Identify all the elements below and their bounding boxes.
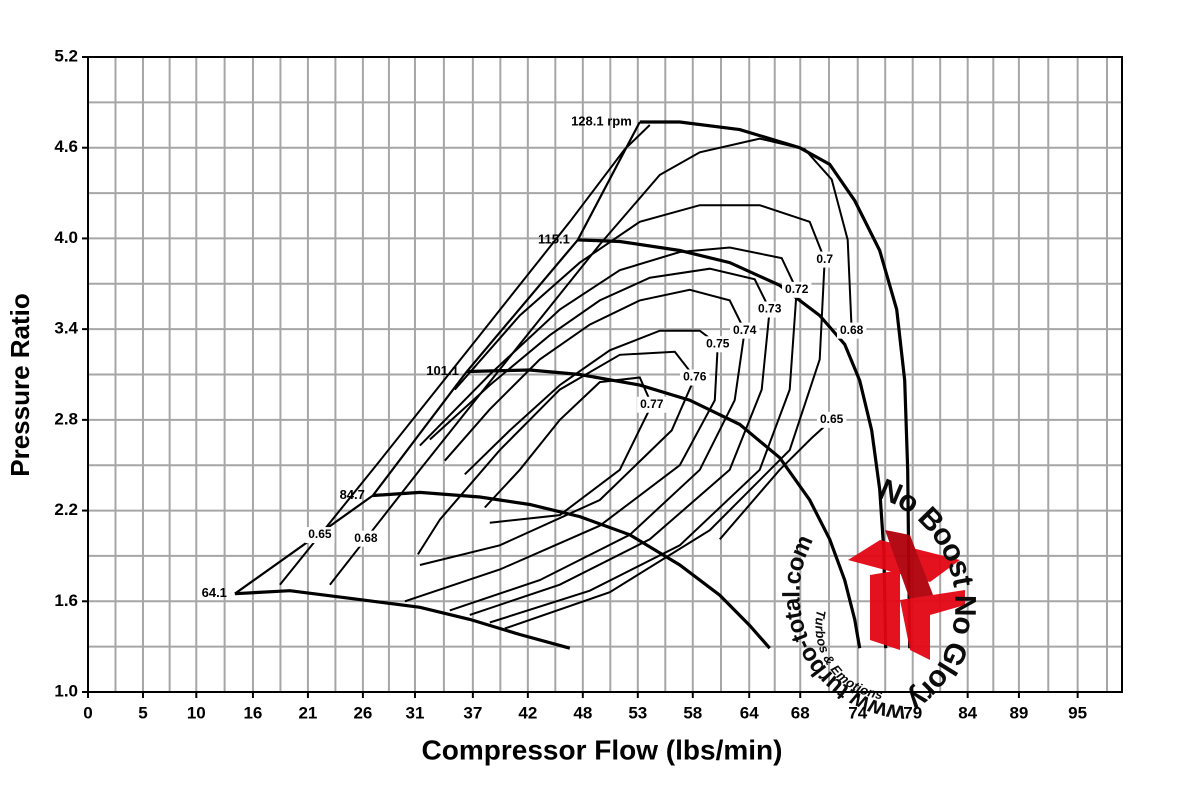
x-tick-label: 10 bbox=[187, 703, 206, 722]
efficiency-label: 0.68 bbox=[840, 323, 864, 337]
x-tick-label: 84 bbox=[958, 703, 977, 722]
x-tick-label: 42 bbox=[518, 703, 537, 722]
efficiency-label-bg bbox=[817, 411, 847, 428]
efficiency-label-bg bbox=[680, 369, 710, 386]
speed-line bbox=[466, 368, 862, 649]
efficiency-label: 0.7 bbox=[816, 252, 833, 266]
y-tick-label: 3.4 bbox=[54, 319, 78, 338]
speed-label: 101.1 bbox=[426, 363, 459, 378]
speed-line bbox=[372, 490, 771, 650]
logo-shape bbox=[870, 570, 900, 650]
speed-line bbox=[234, 589, 571, 650]
x-tick-label: 31 bbox=[406, 703, 425, 722]
efficiency-label-bg bbox=[637, 396, 667, 413]
efficiency-label: 0.77 bbox=[640, 397, 664, 411]
plot-frame bbox=[87, 56, 1123, 693]
efficiency-line bbox=[279, 124, 833, 586]
logo-shape bbox=[900, 590, 965, 660]
speed-label: 115.1 bbox=[538, 231, 570, 246]
x-tick-label: 58 bbox=[683, 703, 702, 722]
speed-label: 84.7 bbox=[340, 487, 365, 502]
efficiency-label: 0.65 bbox=[308, 527, 332, 541]
x-axis-title: Compressor Flow (lbs/min) bbox=[422, 734, 783, 765]
efficiency-line bbox=[429, 267, 771, 616]
efficiency-label: 0.75 bbox=[706, 336, 730, 350]
efficiency-label-bg bbox=[703, 336, 733, 353]
efficiency-label-bg bbox=[305, 527, 335, 544]
x-tick-label: 5 bbox=[138, 703, 147, 722]
efficiency-line bbox=[329, 137, 853, 586]
x-tick-label: 21 bbox=[298, 703, 317, 722]
y-tick-label: 1.0 bbox=[54, 681, 78, 700]
x-tick-label: 79 bbox=[903, 703, 922, 722]
speed-label: 128.1 rpm bbox=[571, 113, 632, 128]
efficiency-label-bg bbox=[782, 281, 812, 298]
efficiency-label: 0.68 bbox=[354, 531, 378, 545]
x-tick-label: 64 bbox=[740, 703, 759, 722]
x-tick-label: 95 bbox=[1068, 703, 1087, 722]
efficiency-line bbox=[454, 204, 826, 630]
y-tick-label: 2.8 bbox=[54, 409, 78, 428]
x-tick-label: 53 bbox=[628, 703, 647, 722]
x-tick-label: 74 bbox=[848, 703, 867, 722]
efficiency-label-bg bbox=[730, 322, 760, 339]
speed-line bbox=[577, 238, 888, 649]
x-tick-label: 89 bbox=[1009, 703, 1028, 722]
y-tick-label: 4.0 bbox=[54, 228, 78, 247]
efficiency-line bbox=[484, 376, 653, 524]
efficiency-line bbox=[417, 350, 696, 566]
logo-shape bbox=[885, 530, 935, 600]
y-tick-label: 5.2 bbox=[54, 46, 78, 65]
x-tick-label: 16 bbox=[243, 703, 262, 722]
efficiency-label-bg bbox=[837, 322, 867, 339]
x-tick-label: 26 bbox=[353, 703, 372, 722]
efficiency-line bbox=[419, 246, 798, 624]
efficiency-label: 0.65 bbox=[820, 412, 844, 426]
x-tick-label: 37 bbox=[463, 703, 482, 722]
efficiency-label: 0.76 bbox=[683, 370, 707, 384]
y-tick-label: 2.2 bbox=[54, 500, 78, 519]
efficiency-label-bg bbox=[755, 301, 785, 318]
efficiency-label-bg bbox=[813, 251, 837, 268]
x-tick-label: 68 bbox=[791, 703, 810, 722]
efficiency-label: 0.74 bbox=[733, 323, 757, 337]
labels: 0 5 10 16 21 26 31 37 42 48 53 58 64 68 74 79 84 89 95 1.0 1… bbox=[54, 46, 1087, 722]
speed-line bbox=[639, 120, 912, 649]
efficiency-label: 0.73 bbox=[758, 302, 782, 316]
x-tick-label: 48 bbox=[573, 703, 592, 722]
y-axis-title: Pressure Ratio bbox=[5, 293, 35, 477]
y-tick-label: 1.6 bbox=[54, 591, 78, 610]
speed-label: 64.1 bbox=[202, 585, 227, 600]
x-tick-label: 0 bbox=[83, 703, 92, 722]
efficiency-label-bg bbox=[351, 530, 381, 547]
efficiency-label: 0.72 bbox=[785, 282, 809, 296]
y-tick-label: 4.6 bbox=[54, 137, 78, 156]
